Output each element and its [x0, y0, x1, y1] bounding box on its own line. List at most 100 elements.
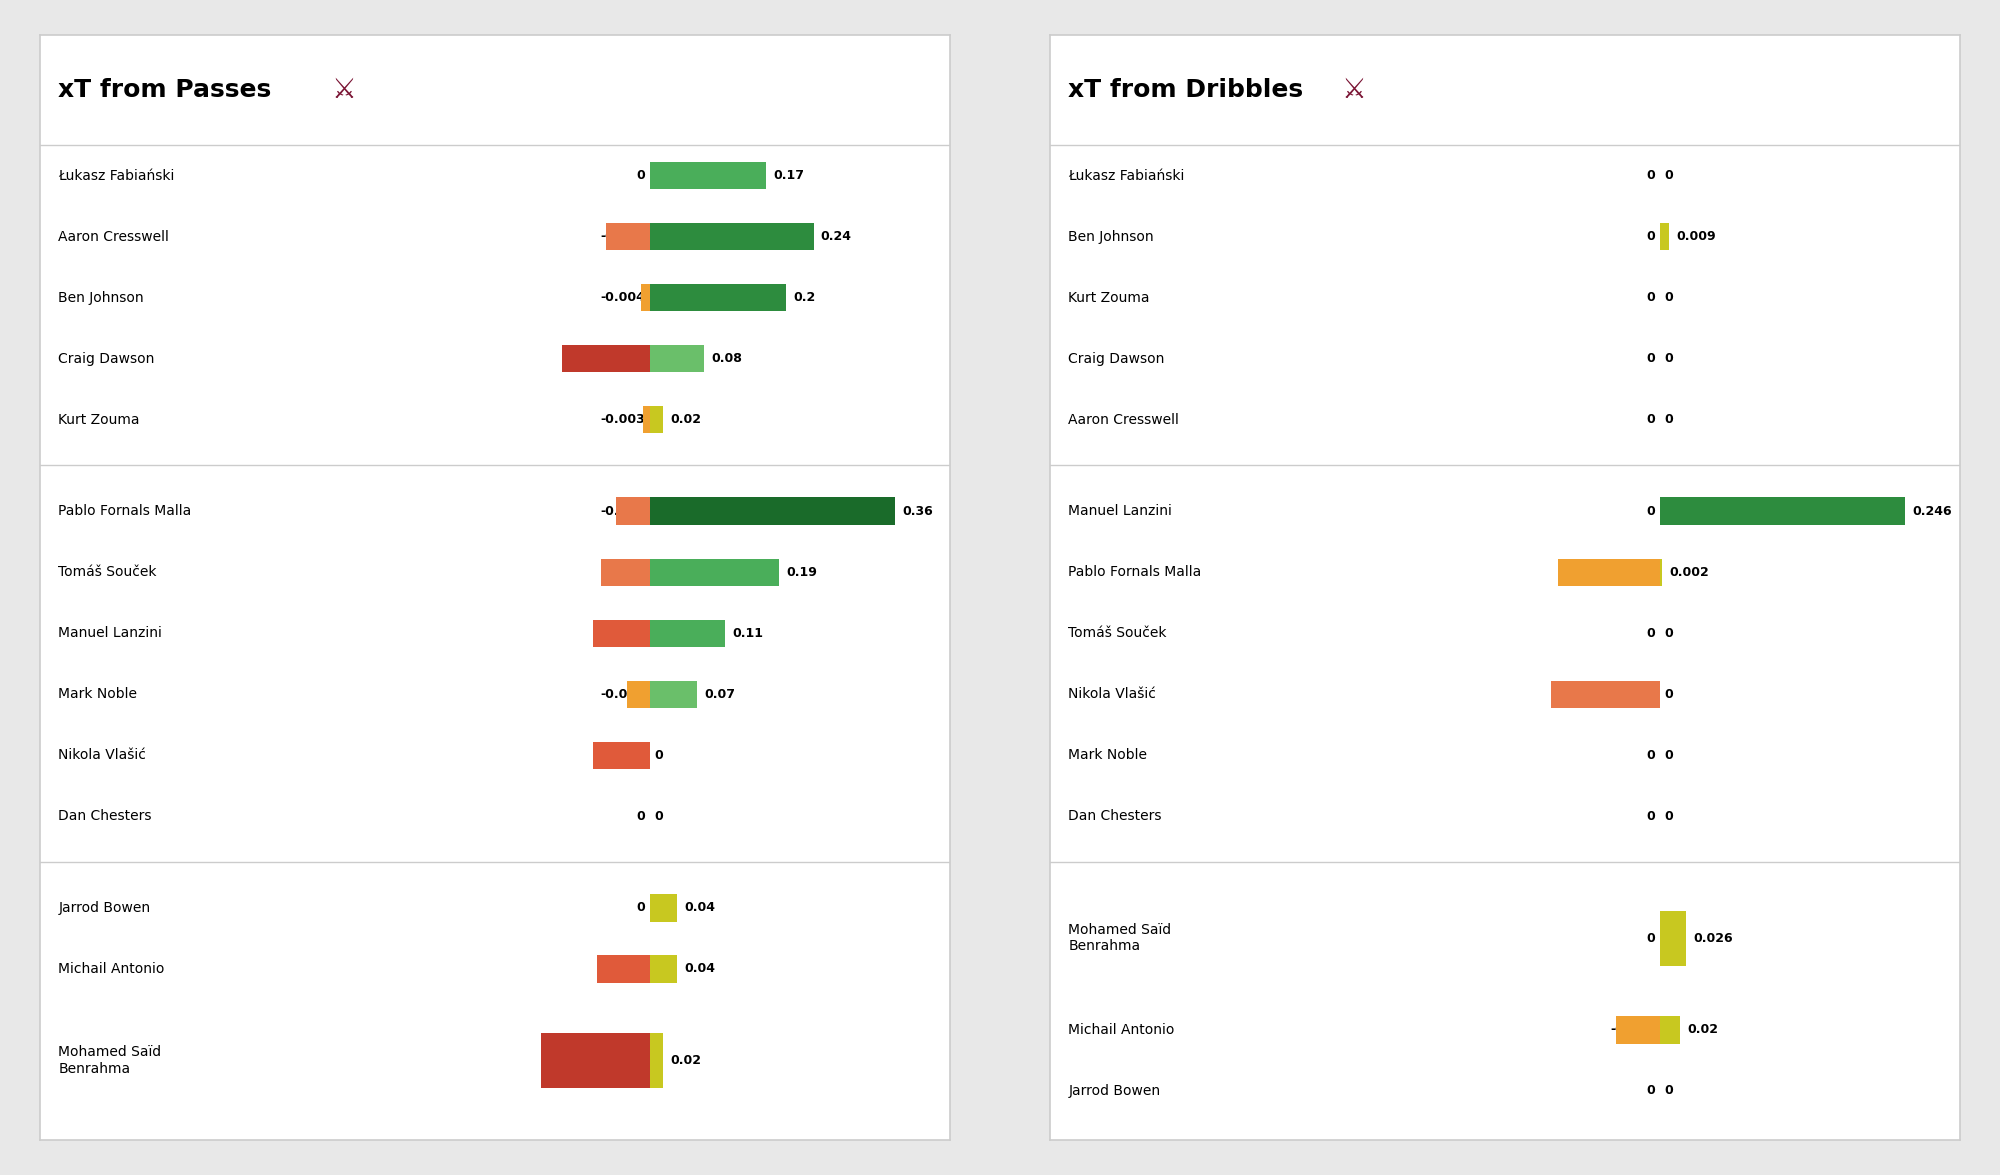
Text: 0: 0	[1664, 748, 1672, 761]
Text: 0.24: 0.24	[820, 230, 852, 243]
Bar	[594, 619, 650, 647]
Bar	[650, 680, 698, 709]
Text: 0: 0	[1664, 414, 1672, 427]
Bar	[602, 558, 650, 586]
Text: Mark Noble: Mark Noble	[1068, 748, 1148, 763]
Text: Dan Chesters: Dan Chesters	[1068, 810, 1162, 824]
Bar	[650, 223, 814, 250]
Text: Mohamed Saïd
Benrahma: Mohamed Saïd Benrahma	[1068, 924, 1172, 953]
Text: Michail Antonio: Michail Antonio	[58, 962, 164, 976]
Text: Nikola Vlašić: Nikola Vlašić	[1068, 687, 1156, 701]
Text: 0: 0	[1646, 626, 1656, 639]
Text: 0.19: 0.19	[786, 565, 818, 579]
Text: Jarrod Bowen: Jarrod Bowen	[1068, 1083, 1160, 1097]
Bar	[650, 558, 780, 586]
Text: -0.016: -0.016	[600, 505, 646, 518]
Text: 0: 0	[1664, 352, 1672, 365]
Text: 0.17: 0.17	[774, 169, 804, 182]
Bar	[642, 284, 650, 311]
Text: -0.052: -0.052	[600, 1054, 646, 1067]
Text: 0.02: 0.02	[1686, 1023, 1718, 1036]
Text: xT from Dribbles: xT from Dribbles	[1068, 79, 1304, 102]
Text: 0: 0	[1646, 230, 1656, 243]
Bar	[650, 284, 786, 311]
Bar	[540, 1033, 650, 1088]
Text: Aaron Cresswell: Aaron Cresswell	[1068, 412, 1180, 427]
Bar	[1660, 1016, 1680, 1043]
Text: 0: 0	[654, 810, 664, 822]
Text: Pablo Fornals Malla: Pablo Fornals Malla	[58, 504, 192, 518]
Text: 0.02: 0.02	[670, 1054, 702, 1067]
Text: ⚔: ⚔	[332, 76, 356, 105]
Text: 0: 0	[1646, 748, 1656, 761]
Text: 0.009: 0.009	[1676, 230, 1716, 243]
Text: Ben Johnson: Ben Johnson	[1068, 229, 1154, 243]
Text: Nikola Vlašić: Nikola Vlašić	[58, 748, 146, 763]
Bar	[650, 497, 896, 525]
Text: Craig Dawson: Craig Dawson	[1068, 351, 1164, 365]
Bar	[650, 894, 678, 921]
Text: -0.027: -0.027	[600, 626, 646, 639]
Text: 0: 0	[1664, 626, 1672, 639]
Text: 0: 0	[1646, 352, 1656, 365]
Text: 0.02: 0.02	[670, 414, 702, 427]
Bar	[650, 955, 678, 982]
Text: 0.026: 0.026	[1692, 932, 1732, 945]
Text: Pablo Fornals Malla: Pablo Fornals Malla	[1068, 565, 1202, 579]
Bar	[1660, 223, 1668, 250]
Text: 0: 0	[636, 901, 646, 914]
Text: Mohamed Saïd
Benrahma: Mohamed Saïd Benrahma	[58, 1046, 162, 1075]
Bar	[598, 955, 650, 982]
Text: Kurt Zouma: Kurt Zouma	[1068, 290, 1150, 304]
Text: -0.021: -0.021	[600, 230, 646, 243]
Text: 0.002: 0.002	[1668, 565, 1708, 579]
Text: 0.246: 0.246	[1912, 505, 1952, 518]
Bar	[606, 223, 650, 250]
Bar	[650, 345, 704, 372]
Text: -0.003: -0.003	[600, 414, 646, 427]
Bar	[616, 497, 650, 525]
Text: Łukasz Fabiański: Łukasz Fabiański	[58, 168, 174, 182]
Text: 0: 0	[1646, 810, 1656, 822]
Bar	[650, 405, 664, 434]
Bar	[1616, 1016, 1660, 1043]
Text: Mark Noble: Mark Noble	[58, 687, 138, 701]
Text: Aaron Cresswell: Aaron Cresswell	[58, 229, 170, 243]
Text: Michail Antonio: Michail Antonio	[1068, 1023, 1174, 1036]
Text: Jarrod Bowen: Jarrod Bowen	[58, 901, 150, 915]
Text: -0.004: -0.004	[600, 291, 646, 304]
Bar	[1558, 558, 1660, 586]
Text: 0.04: 0.04	[684, 901, 716, 914]
Text: -0.025: -0.025	[600, 962, 646, 975]
Bar	[562, 345, 650, 372]
Text: 0: 0	[1646, 505, 1656, 518]
Text: ⚔: ⚔	[1342, 76, 1366, 105]
Bar	[1660, 911, 1686, 966]
Text: 0: 0	[636, 810, 646, 822]
Bar	[1660, 497, 1906, 525]
Text: 0: 0	[1646, 169, 1656, 182]
Bar	[650, 162, 766, 189]
Text: 0.11: 0.11	[732, 626, 764, 639]
Text: 0.36: 0.36	[902, 505, 934, 518]
Text: 0.07: 0.07	[704, 687, 736, 700]
Text: Manuel Lanzini: Manuel Lanzini	[1068, 504, 1172, 518]
Text: 0.2: 0.2	[794, 291, 816, 304]
Text: -0.011: -0.011	[600, 687, 646, 700]
Bar	[650, 1033, 664, 1088]
Text: Łukasz Fabiański: Łukasz Fabiański	[1068, 168, 1184, 182]
Bar	[650, 619, 724, 647]
Text: -0.015: -0.015	[1610, 687, 1656, 700]
Text: 0: 0	[1646, 414, 1656, 427]
Text: Manuel Lanzini: Manuel Lanzini	[58, 626, 162, 640]
Text: -0.006: -0.006	[1610, 1023, 1656, 1036]
Text: 0: 0	[654, 748, 664, 761]
Text: 0: 0	[1646, 932, 1656, 945]
Text: 0: 0	[1646, 291, 1656, 304]
Text: -0.023: -0.023	[600, 565, 646, 579]
Text: -0.042: -0.042	[600, 352, 646, 365]
Bar	[626, 680, 650, 709]
Text: -0.027: -0.027	[600, 748, 646, 761]
Text: 0: 0	[1664, 687, 1672, 700]
Text: 0: 0	[1664, 1085, 1672, 1097]
